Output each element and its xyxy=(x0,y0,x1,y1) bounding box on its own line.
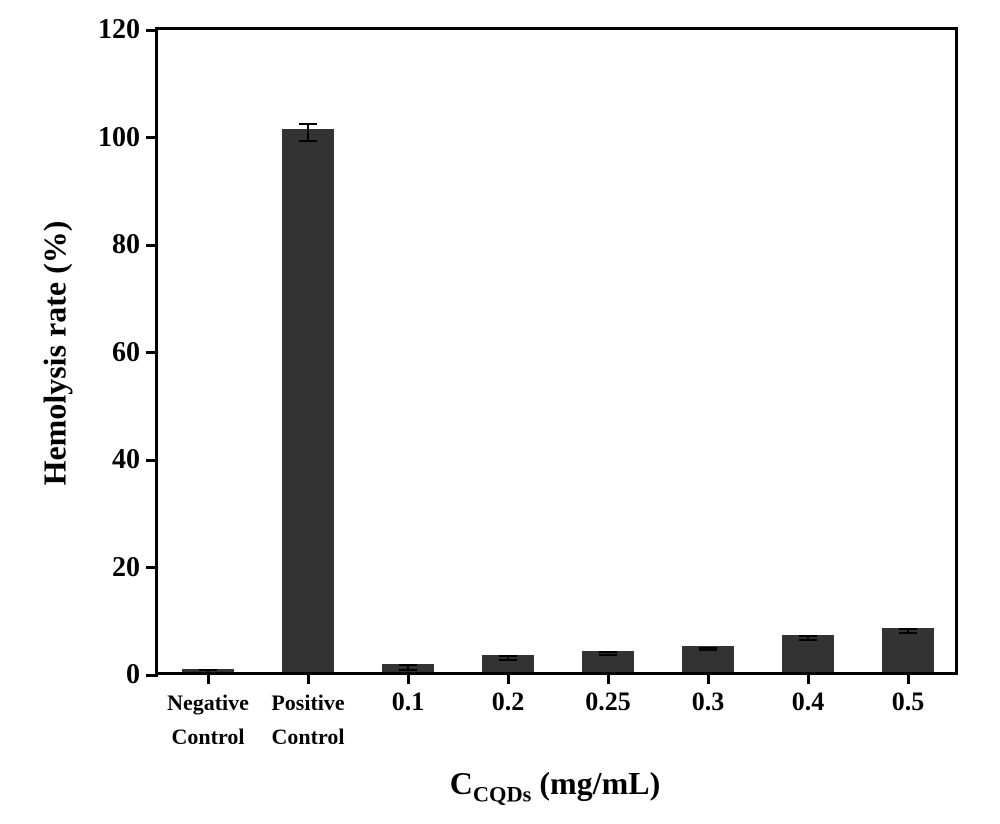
x-tick-label: 0.2 xyxy=(492,672,525,717)
error-cap-bottom xyxy=(299,140,317,142)
error-cap-top xyxy=(599,651,617,653)
error-cap-top xyxy=(499,655,517,657)
error-cap-bottom xyxy=(699,649,717,651)
y-tick-label: 100 xyxy=(98,122,158,154)
x-tick-label: NegativeControl xyxy=(167,672,249,754)
error-cap-bottom xyxy=(399,669,417,671)
y-tick-label: 120 xyxy=(98,14,158,46)
y-tick-label: 80 xyxy=(112,229,158,261)
error-cap-bottom xyxy=(599,654,617,656)
error-cap-top xyxy=(899,628,917,630)
x-axis-label: CCQDs (mg/mL) xyxy=(450,765,660,807)
error-bar xyxy=(307,124,309,141)
error-cap-bottom xyxy=(899,632,917,634)
x-tick-label: 0.3 xyxy=(692,672,725,717)
x-tick-label: 0.4 xyxy=(792,672,825,717)
x-tick-label: PositiveControl xyxy=(271,672,344,754)
y-tick-label: 20 xyxy=(112,552,158,584)
x-tick-label: 0.25 xyxy=(585,672,631,717)
error-cap-bottom xyxy=(499,659,517,661)
y-tick-label: 0 xyxy=(126,659,158,691)
bar xyxy=(282,129,334,672)
y-tick-label: 60 xyxy=(112,337,158,369)
plot-area: 020406080100120NegativeControlPositiveCo… xyxy=(155,30,955,675)
x-tick-label: 0.5 xyxy=(892,672,925,717)
error-cap-top xyxy=(399,664,417,666)
y-tick-label: 40 xyxy=(112,444,158,476)
error-cap-bottom xyxy=(799,639,817,641)
bar xyxy=(882,628,934,672)
y-axis-label: Hemolysis rate (%) xyxy=(37,220,74,485)
x-tick-label: 0.1 xyxy=(392,672,425,717)
hemolysis-bar-chart: 0 20 40 60 80 100 120 NegativeControl PositiveCo… xyxy=(0,0,1000,824)
error-cap-top xyxy=(799,635,817,637)
error-cap-top xyxy=(299,123,317,125)
error-cap-top xyxy=(199,669,217,671)
